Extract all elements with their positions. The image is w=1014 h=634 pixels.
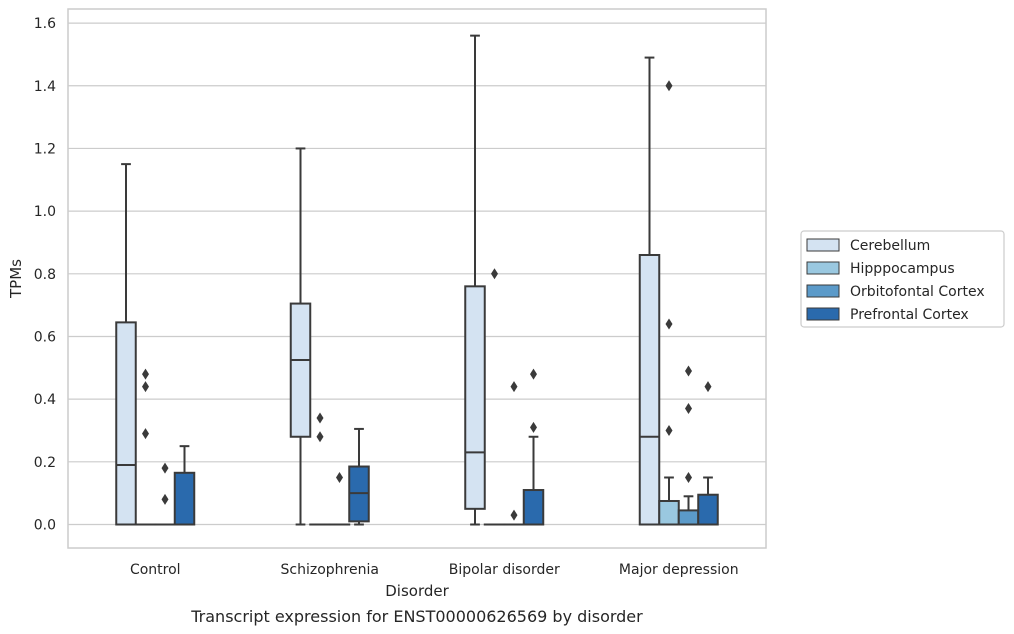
y-tick-label: 1.2: [34, 141, 56, 157]
box-iqr: [522, 489, 545, 526]
legend-swatch: [806, 307, 840, 321]
outlier-point: [142, 368, 149, 380]
box-hipppocampus: [658, 80, 680, 526]
box-prefrontal-cortex: [522, 368, 545, 526]
legend-label: Prefrontal Cortex: [850, 307, 969, 323]
x-axis-label: Disorder: [385, 582, 449, 600]
box-prefrontal-cortex: [348, 427, 370, 526]
box-cerebellum: [638, 56, 661, 526]
boxes-layer: [115, 34, 719, 526]
outlier-point: [316, 412, 324, 424]
y-tick-label: 1.0: [34, 204, 56, 220]
box-cerebellum: [289, 147, 312, 526]
box-iqr: [115, 321, 137, 526]
x-tick-label: Major depression: [619, 562, 739, 578]
outlier-point: [510, 381, 518, 393]
box-hipppocampus: [309, 412, 331, 526]
box-iqr: [697, 493, 719, 526]
outlier-point: [665, 318, 673, 330]
outlier-point: [161, 462, 169, 474]
chart-caption: Transcript expression for ENST0000062656…: [190, 607, 643, 626]
x-tick-label: Control: [130, 562, 181, 578]
x-tick-label: Schizophrenia: [281, 562, 379, 578]
box-iqr: [173, 471, 196, 526]
legend-label: Orbitofontal Cortex: [850, 284, 985, 300]
outlier-point: [665, 80, 673, 92]
legend-label: Cerebellum: [850, 238, 930, 254]
y-tick-label: 0.6: [34, 329, 56, 345]
outlier-point: [142, 428, 149, 440]
outlier-point: [685, 403, 692, 415]
outlier-point: [530, 421, 537, 433]
y-tick-label: 0.2: [34, 455, 56, 471]
box-hipppocampus: [134, 368, 157, 526]
legend-swatch: [806, 238, 840, 252]
box-cerebellum: [464, 34, 486, 526]
legend-swatch: [806, 284, 840, 298]
outlier-point: [530, 368, 537, 380]
box-prefrontal-cortex: [173, 445, 196, 526]
box-iqr: [638, 253, 661, 526]
outlier-point: [704, 381, 712, 393]
outlier-point: [665, 424, 673, 436]
y-tick-label: 0.4: [34, 392, 56, 408]
legend-frame: [800, 230, 1005, 328]
y-axis-label: TPMs: [7, 259, 25, 299]
outlier-point: [685, 365, 692, 377]
box-iqr: [677, 509, 700, 526]
box-iqr: [464, 285, 486, 510]
plot-frame: [67, 8, 767, 549]
outlier-point: [510, 509, 518, 521]
x-tick-labels: Control Schizophrenia Bipolar disorder Majo…: [130, 562, 739, 578]
y-tick-label: 0.0: [34, 517, 56, 533]
legend: Cerebellum Hipppocampus Orbitofontal Corte…: [800, 230, 1005, 328]
legend-swatch: [806, 261, 840, 275]
x-tick-label: Bipolar disorder: [449, 562, 560, 578]
box-orbitofontal-cortex: [328, 471, 351, 526]
legend-label: Hipppocampus: [850, 261, 955, 277]
box-cerebellum: [115, 163, 137, 526]
box-iqr: [289, 302, 312, 438]
outlier-point: [336, 471, 343, 483]
outlier-point: [685, 471, 692, 483]
y-tick-label: 1.4: [34, 79, 56, 95]
y-tick-labels: 0.0 0.2 0.4 0.6 0.8 1.0 1.2 1.4 1.6: [34, 16, 56, 533]
box-orbitofontal-cortex: [503, 381, 525, 526]
box-prefrontal-cortex: [697, 381, 719, 526]
box-iqr: [658, 499, 680, 526]
y-tick-label: 1.6: [34, 16, 56, 32]
outlier-point: [316, 431, 324, 443]
outlier-point: [142, 381, 149, 393]
outlier-point: [491, 268, 498, 280]
outlier-point: [161, 493, 169, 505]
box-orbitofontal-cortex: [677, 365, 700, 526]
y-tick-label: 0.8: [34, 267, 56, 283]
